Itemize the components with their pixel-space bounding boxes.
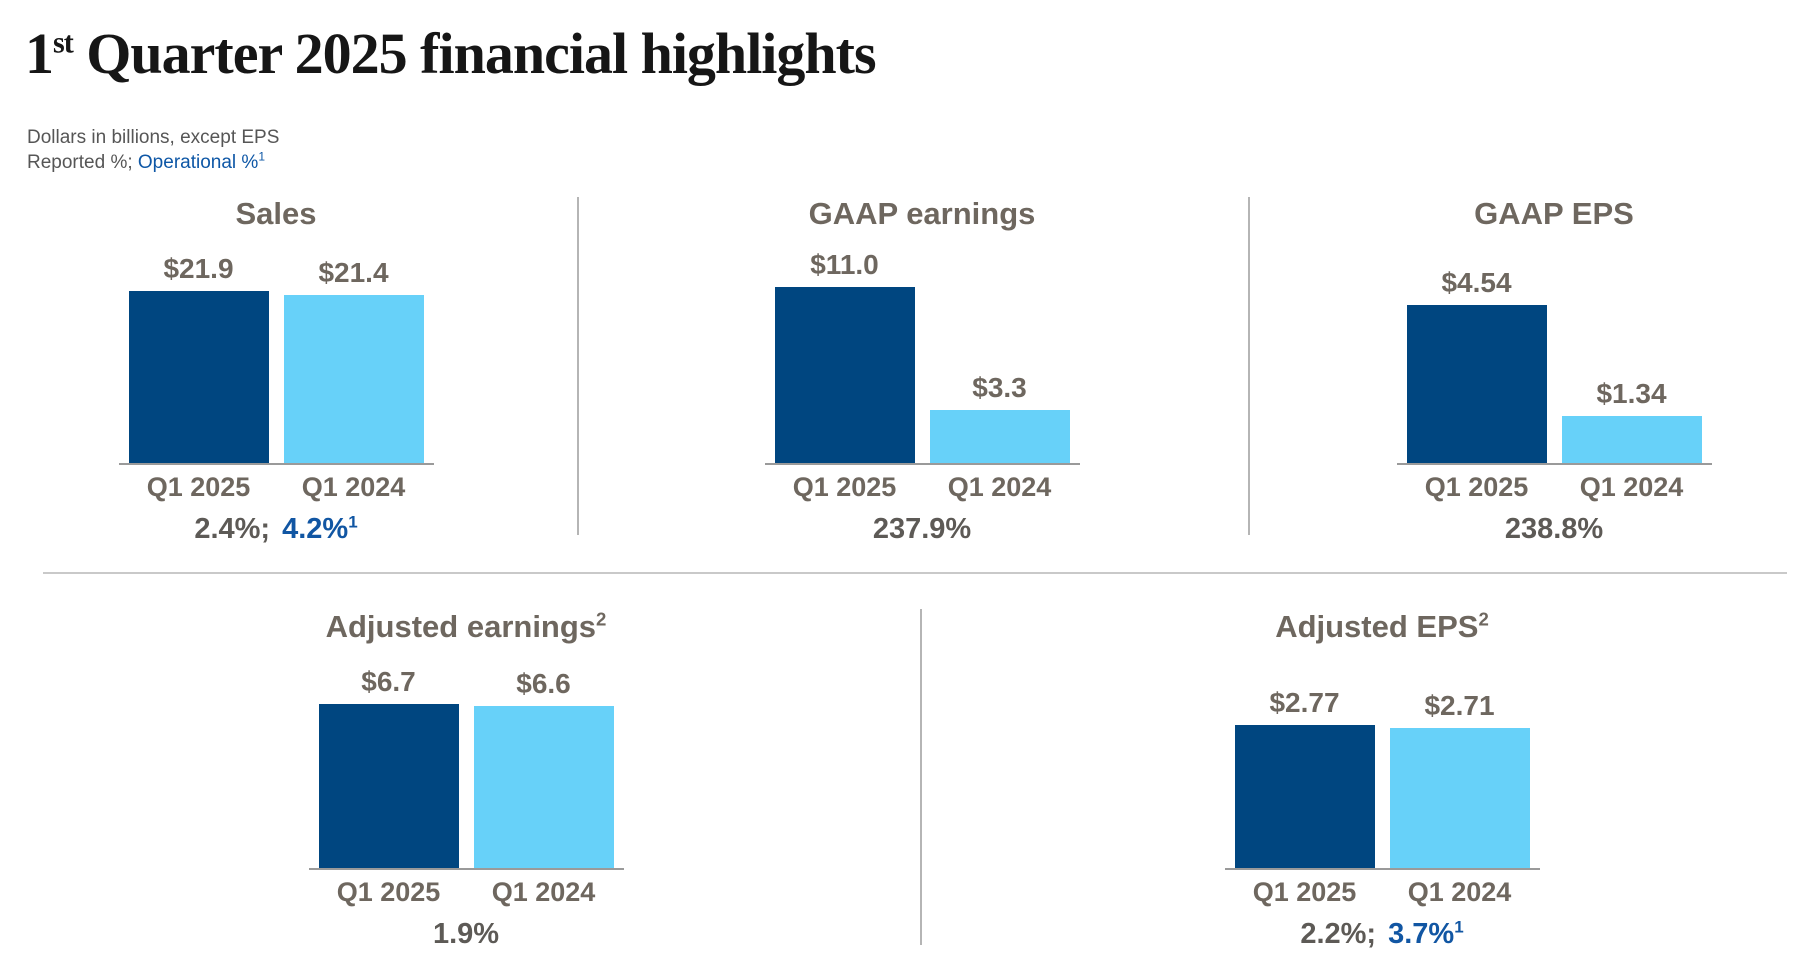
growth-reported: 2.4%; (194, 513, 271, 545)
units-note: Dollars in billions, except EPS (27, 127, 280, 148)
x-label-q1-2024: Q1 2024 (301, 472, 406, 502)
x-label-q1-2024: Q1 2024 (1407, 877, 1512, 907)
chart-title-footnote: 2 (1478, 608, 1489, 630)
x-label-q1-2025: Q1 2025 (792, 472, 897, 502)
divider-vertical-top-1 (577, 197, 579, 535)
legend-operational-footnote: 1 (258, 149, 265, 164)
chart-sales: Sales $21.9 $21.4 Q1 2025 Q1 2024 2.4%; 4… (31, 195, 521, 546)
chart-title-text: Adjusted EPS (1275, 609, 1479, 644)
bar-q1-2025 (128, 291, 269, 463)
bar-plot-area: $11.0 $3.3 (764, 249, 1080, 465)
bar-group-q1-2025: $11.0 (774, 249, 915, 463)
bar-value-label: $1.34 (1596, 378, 1667, 409)
growth-legend: Reported %; Operational %1 (27, 149, 265, 174)
x-label-q1-2025: Q1 2025 (1424, 472, 1529, 502)
bar-value-label: $21.9 (163, 253, 234, 284)
x-axis-labels: Q1 2025 Q1 2024 (119, 472, 434, 503)
bar-group-q1-2024: $1.34 (1561, 378, 1702, 463)
bar-group-q1-2024: $21.4 (283, 257, 424, 463)
chart-gaap-earnings: GAAP earnings $11.0 $3.3 Q1 2025 Q1 2024… (677, 195, 1167, 546)
chart-gaap-eps: GAAP EPS $4.54 $1.34 Q1 2025 Q1 2024 238… (1309, 195, 1798, 546)
divider-vertical-top-2 (1248, 197, 1250, 535)
bar-q1-2025 (318, 704, 459, 868)
bar-q1-2024 (283, 295, 424, 463)
x-label-q1-2024: Q1 2024 (1579, 472, 1684, 502)
x-axis-labels: Q1 2025 Q1 2024 (1225, 877, 1540, 908)
growth-line: 237.9% (873, 513, 971, 546)
growth-line: 2.2%; 3.7%1 (1300, 918, 1463, 951)
growth-line: 2.4%; 4.2%1 (194, 513, 357, 546)
growth-reported: 2.2%; (1300, 918, 1377, 950)
growth-operational: 4.2% (282, 513, 349, 545)
page-title-superscript: st (53, 25, 74, 60)
page-title-leading: 1 (25, 21, 54, 86)
bar-q1-2024 (929, 410, 1070, 463)
chart-title: GAAP earnings (809, 195, 1036, 233)
x-axis-labels: Q1 2025 Q1 2024 (309, 877, 624, 908)
legend-reported-label: Reported %; (27, 152, 138, 173)
chart-title: Sales (235, 195, 316, 233)
chart-adjusted-eps: Adjusted EPS2 $2.77 $2.71 Q1 2025 Q1 202… (1137, 608, 1627, 951)
bar-value-label: $6.6 (516, 668, 571, 699)
bar-group-q1-2024: $3.3 (929, 372, 1070, 463)
bar-q1-2024 (473, 706, 614, 868)
chart-title-text: GAAP EPS (1474, 196, 1634, 231)
bar-q1-2024 (1389, 728, 1530, 868)
divider-horizontal (43, 572, 1787, 574)
bar-group-q1-2025: $4.54 (1406, 267, 1547, 463)
bar-value-label: $6.7 (361, 666, 416, 697)
x-label-q1-2024: Q1 2024 (491, 877, 596, 907)
x-label-q1-2025: Q1 2025 (336, 877, 441, 907)
chart-adjusted-earnings: Adjusted earnings2 $6.7 $6.6 Q1 2025 Q1 … (221, 608, 711, 951)
chart-title-footnote: 2 (596, 608, 607, 630)
chart-title: GAAP EPS (1474, 195, 1634, 233)
chart-title-text: Adjusted earnings (325, 609, 597, 644)
bar-group-q1-2024: $6.6 (473, 668, 614, 868)
bar-group-q1-2025: $21.9 (128, 253, 269, 463)
bar-value-label: $11.0 (810, 249, 879, 280)
chart-title-text: Sales (235, 196, 317, 231)
legend-operational-label: Operational % (137, 152, 259, 173)
page-title: 1st Quarter 2025 financial highlights (25, 20, 877, 87)
growth-line: 238.8% (1505, 513, 1603, 546)
bar-plot-area: $4.54 $1.34 (1396, 249, 1712, 465)
bar-value-label: $4.54 (1441, 267, 1512, 298)
chart-title-text: GAAP earnings (808, 196, 1036, 231)
growth-reported: 1.9% (432, 918, 500, 950)
bar-plot-area: $2.77 $2.71 (1224, 662, 1540, 870)
bar-group-q1-2024: $2.71 (1389, 690, 1530, 868)
growth-operational: 3.7% (1388, 918, 1455, 950)
growth-operational-footnote: 1 (1454, 917, 1464, 937)
divider-vertical-bottom (920, 609, 922, 945)
growth-reported: 238.8% (1504, 513, 1604, 545)
bar-q1-2025 (1406, 305, 1547, 463)
bar-value-label: $21.4 (318, 257, 389, 288)
x-axis-labels: Q1 2025 Q1 2024 (765, 472, 1080, 503)
bar-group-q1-2025: $6.7 (318, 666, 459, 868)
chart-title: Adjusted earnings2 (326, 608, 607, 646)
x-label-q1-2025: Q1 2025 (146, 472, 251, 502)
page-title-rest: Quarter 2025 financial highlights (72, 21, 876, 86)
chart-title: Adjusted EPS2 (1275, 608, 1489, 646)
x-axis-labels: Q1 2025 Q1 2024 (1397, 472, 1712, 503)
bar-plot-area: $21.9 $21.4 (118, 249, 434, 465)
bar-q1-2025 (1234, 725, 1375, 868)
bar-q1-2024 (1561, 416, 1702, 463)
x-label-q1-2024: Q1 2024 (947, 472, 1052, 502)
growth-line: 1.9% (433, 918, 499, 951)
bar-value-label: $3.3 (972, 372, 1027, 403)
bar-group-q1-2025: $2.77 (1234, 687, 1375, 868)
growth-operational-footnote: 1 (348, 512, 358, 532)
bar-q1-2025 (774, 287, 915, 463)
bar-value-label: $2.77 (1269, 687, 1340, 718)
x-label-q1-2025: Q1 2025 (1252, 877, 1357, 907)
bar-plot-area: $6.7 $6.6 (308, 662, 624, 870)
growth-reported: 237.9% (872, 513, 972, 545)
bar-value-label: $2.71 (1424, 690, 1495, 721)
